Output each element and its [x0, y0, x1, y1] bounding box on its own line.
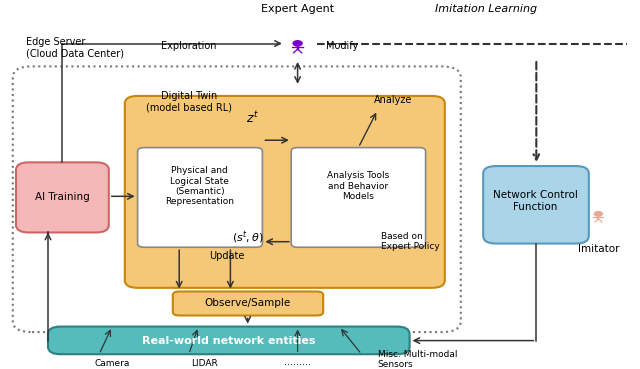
- Text: .........: .........: [284, 356, 311, 367]
- Text: Edge Server
(Cloud Data Center): Edge Server (Cloud Data Center): [26, 37, 124, 59]
- Text: Imitation Learning: Imitation Learning: [435, 4, 538, 14]
- Text: Camera: Camera: [94, 359, 130, 368]
- Text: Misc. Multi-modal
Sensors: Misc. Multi-modal Sensors: [378, 350, 457, 369]
- Text: Physical and
Logical State
(Semantic)
Representation: Physical and Logical State (Semantic) Re…: [165, 166, 234, 206]
- Circle shape: [293, 41, 302, 46]
- FancyBboxPatch shape: [48, 327, 410, 354]
- Text: Network Control
Function: Network Control Function: [493, 190, 578, 212]
- Text: Observe/Sample: Observe/Sample: [205, 298, 291, 308]
- Text: $z^t$: $z^t$: [246, 110, 259, 126]
- Text: Expert Agent: Expert Agent: [261, 4, 334, 14]
- Text: LIDAR: LIDAR: [191, 359, 218, 368]
- FancyBboxPatch shape: [16, 162, 109, 232]
- Text: Imitator: Imitator: [578, 244, 619, 254]
- FancyBboxPatch shape: [125, 96, 445, 288]
- Text: Analysis Tools
and Behavior
Models: Analysis Tools and Behavior Models: [327, 172, 390, 201]
- FancyBboxPatch shape: [173, 292, 323, 315]
- Text: AI Training: AI Training: [35, 192, 90, 203]
- FancyBboxPatch shape: [291, 148, 426, 247]
- Text: Update: Update: [209, 251, 245, 262]
- Text: Digital Twin
(model based RL): Digital Twin (model based RL): [146, 91, 232, 112]
- FancyBboxPatch shape: [13, 66, 461, 332]
- Circle shape: [595, 211, 602, 216]
- Text: Analyze: Analyze: [374, 94, 413, 105]
- Text: Real-world network entities: Real-world network entities: [141, 335, 316, 346]
- Text: $(s^t, \theta)$: $(s^t, \theta)$: [232, 230, 264, 246]
- Text: Modify: Modify: [326, 41, 358, 51]
- Text: Exploration: Exploration: [161, 41, 216, 51]
- Text: Based on
Expert Policy: Based on Expert Policy: [381, 232, 440, 251]
- FancyBboxPatch shape: [483, 166, 589, 244]
- FancyBboxPatch shape: [138, 148, 262, 247]
